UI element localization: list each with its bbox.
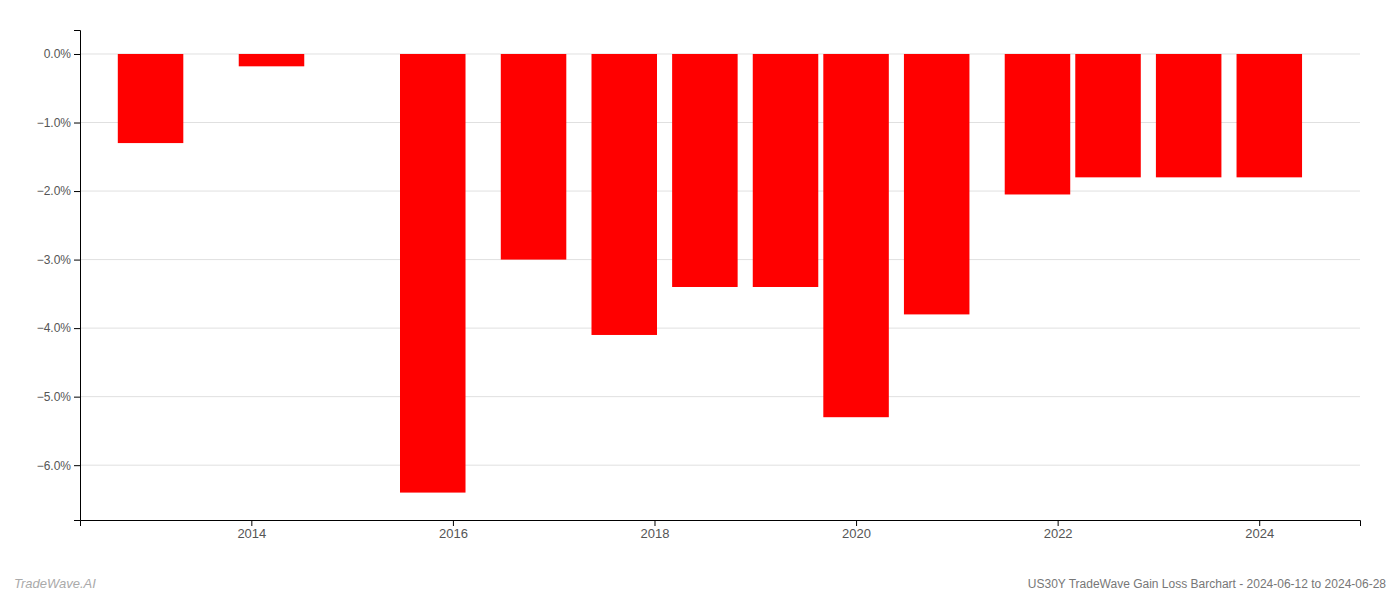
bar: [1156, 54, 1222, 177]
x-axis: 2014 2016 2018 2020 2022 2024: [81, 520, 1361, 541]
x-tick-label: 2022: [1044, 526, 1073, 541]
bar: [1075, 54, 1141, 177]
y-tick: −4.0%: [37, 321, 80, 335]
title: US30Y TradeWave Gain Loss Barchart - 202…: [1028, 577, 1387, 591]
watermark: TradeWave.AI: [14, 576, 96, 591]
bar: [1237, 54, 1303, 177]
x-tick-label: 2016: [439, 526, 468, 541]
y-tick-label: −3.0%: [37, 253, 72, 267]
y-tick: −3.0%: [37, 253, 80, 267]
y-tick-label: 0.0%: [44, 47, 72, 61]
y-tick-mark: [74, 260, 80, 261]
x-tick-label: 2024: [1245, 526, 1274, 541]
y-tick-label: −6.0%: [37, 459, 72, 473]
y-tick-mark: [74, 328, 80, 329]
grid-line: [80, 465, 1360, 466]
bar: [1005, 54, 1071, 194]
x-tick: 2024: [1245, 520, 1274, 541]
bar: [400, 54, 466, 493]
bar: [591, 54, 657, 335]
y-axis-line: [74, 31, 81, 521]
bar: [239, 54, 305, 66]
y-tick: −1.0%: [37, 116, 80, 130]
bar: [118, 54, 184, 143]
x-tick: 2018: [641, 520, 670, 541]
bar: [672, 54, 738, 287]
bar: [904, 54, 970, 314]
y-tick: 0.0%: [44, 47, 80, 61]
grid-line: [80, 328, 1360, 329]
x-tick-mark: [251, 520, 252, 526]
x-tick: 2022: [1044, 520, 1073, 541]
grid-line: [80, 396, 1360, 397]
y-axis: 0.0% −1.0% −2.0% −3.0% −4.0% −5.0% −6.0%: [37, 31, 81, 521]
x-tick-label: 2020: [842, 526, 871, 541]
y-tick: −5.0%: [37, 390, 80, 404]
y-tick-label: −1.0%: [37, 116, 72, 130]
y-tick-mark: [74, 123, 80, 124]
y-tick-mark: [74, 54, 80, 55]
x-axis-line: [81, 521, 1361, 527]
chart: 0.0%−1.0%−2.0%−3.0%−4.0%−5.0%−6.0%201420…: [0, 0, 1400, 600]
y-tick: −6.0%: [37, 459, 80, 473]
y-tick-mark: [74, 397, 80, 398]
x-tick-mark: [1259, 520, 1260, 526]
x-tick-label: 2014: [237, 526, 266, 541]
x-tick-mark: [1058, 520, 1059, 526]
x-tick: 2020: [842, 520, 871, 541]
bar: [823, 54, 889, 417]
x-tick-label: 2018: [641, 526, 670, 541]
y-tick-label: −4.0%: [37, 321, 72, 335]
grid: [80, 54, 1360, 465]
x-tick-mark: [856, 520, 857, 526]
y-tick-label: −5.0%: [37, 390, 72, 404]
x-tick: 2014: [237, 520, 266, 541]
x-tick: 2016: [439, 520, 468, 541]
y-tick-mark: [74, 465, 80, 466]
x-tick-mark: [453, 520, 454, 526]
bars: [118, 54, 1302, 493]
bar: [501, 54, 567, 260]
bar: [753, 54, 819, 287]
y-tick: −2.0%: [37, 184, 80, 198]
y-tick-mark: [74, 191, 80, 192]
x-tick-mark: [654, 520, 655, 526]
plot: 0.0%−1.0%−2.0%−3.0%−4.0%−5.0%−6.0%201420…: [37, 31, 1361, 542]
y-tick-label: −2.0%: [37, 184, 72, 198]
